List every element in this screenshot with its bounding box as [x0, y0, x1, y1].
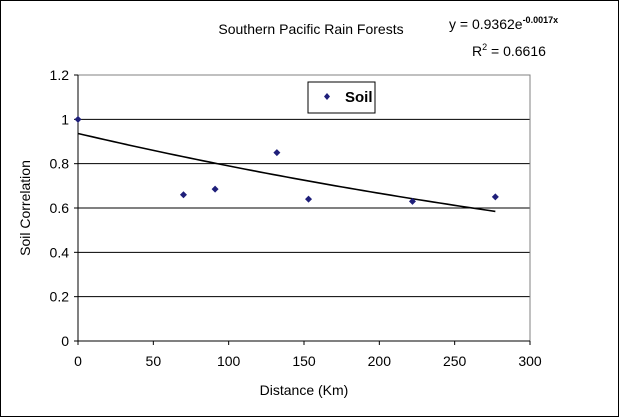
x-tick-label: 250 — [443, 353, 467, 369]
y-axis-label: Soil Correlation — [17, 160, 33, 256]
r-squared-value: = 0.6616 — [487, 43, 546, 59]
data-point — [179, 191, 187, 199]
y-tick-label: 0.8 — [50, 156, 70, 172]
legend-marker-icon — [324, 93, 330, 100]
trendline-layer — [77, 132, 496, 213]
y-tick-label: 1.2 — [50, 67, 70, 83]
legend-box — [307, 81, 376, 114]
x-tick-label: 150 — [292, 353, 316, 369]
data-point — [305, 195, 313, 203]
y-tick-label: 0.4 — [50, 244, 70, 260]
r-squared: R2 = 0.6616 — [472, 42, 546, 59]
data-point — [211, 185, 219, 193]
trendline-equation: y = 0.9362e-0.0017x — [449, 15, 558, 32]
x-tick-label: 0 — [74, 353, 82, 369]
x-tick-label: 300 — [518, 353, 542, 369]
data-point — [491, 193, 499, 201]
data-point — [408, 197, 416, 205]
y-tick-label: 0.6 — [50, 200, 70, 216]
legend: Soil — [307, 81, 376, 114]
x-tick-label: 200 — [368, 353, 392, 369]
y-tick-label: 0 — [61, 333, 69, 349]
y-tick-label: 1 — [61, 111, 69, 127]
x-axis-label: Distance (Km) — [260, 382, 349, 398]
axis-ticks: 0 0.2 0.4 0.6 0.8 1 1.2 0 50 100 150 200 250 300 — [50, 67, 542, 369]
x-tick-label: 100 — [217, 353, 241, 369]
chart-title: Southern Pacific Rain Forests — [218, 21, 403, 37]
r-squared-superscript: 2 — [482, 42, 487, 52]
data-point — [74, 115, 82, 123]
trendline-equation-base: y = 0.9362e — [449, 16, 523, 32]
trendline-equation-exponent: -0.0017x — [523, 15, 559, 25]
trendline — [77, 132, 496, 213]
gridlines — [78, 74, 530, 298]
legend-label: Soil — [345, 89, 373, 106]
data-points — [74, 115, 499, 205]
y-tick-label: 0.2 — [50, 289, 70, 305]
x-tick-label: 50 — [146, 353, 162, 369]
data-point — [273, 149, 281, 157]
r-squared-base: R — [472, 43, 482, 59]
